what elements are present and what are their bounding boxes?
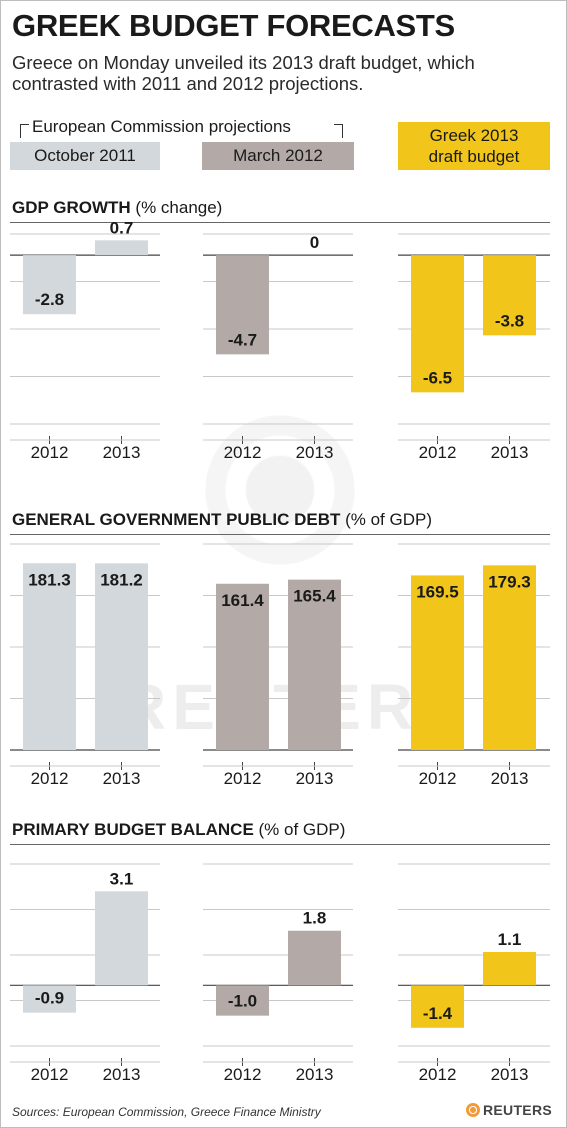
bar-value-label: 161.4	[221, 591, 264, 610]
bar-2012	[411, 255, 464, 393]
bar-2012	[216, 985, 269, 1016]
bar-value-label: 1.8	[303, 909, 327, 928]
source-note: Sources: European Commission, Greece Fin…	[12, 1105, 321, 1119]
bar-2012	[411, 575, 464, 750]
bar-2013	[95, 240, 148, 256]
section-title-balance-rest: (% of GDP)	[253, 820, 346, 839]
brand-text: REUTERS	[483, 1102, 552, 1118]
legend-bracket-left	[20, 124, 29, 138]
section-title-balance: PRIMARY BUDGET BALANCE (% of GDP)	[12, 820, 345, 840]
section-rule-balance	[10, 844, 550, 845]
legend-item-october-2011: October 2011	[10, 142, 160, 170]
legend-item-greek-2013-draft: Greek 2013 draft budget	[398, 122, 550, 170]
x-tick-label: 2013	[491, 443, 529, 462]
legend-group-label: European Commission projections	[32, 117, 291, 136]
x-tick-label: 2013	[491, 1065, 529, 1084]
bar-value-label: 181.3	[28, 570, 71, 589]
section-title-debt: GENERAL GOVERNMENT PUBLIC DEBT (% of GDP…	[12, 510, 432, 530]
page-subtitle: Greece on Monday unveiled its 2013 draft…	[12, 52, 475, 94]
section-title-debt-bold: GENERAL GOVERNMENT PUBLIC DEBT	[12, 510, 341, 529]
x-tick-label: 2013	[296, 769, 334, 788]
bar-value-label: -3.8	[495, 311, 524, 330]
section-title-debt-rest: (% of GDP)	[340, 510, 432, 529]
section-rule-gdp	[10, 222, 550, 223]
bar-2012	[23, 563, 76, 750]
bar-2013	[483, 255, 536, 336]
bar-value-label: 181.2	[100, 570, 143, 589]
section-title-gdp-rest: (% change)	[130, 198, 223, 217]
x-tick-label: 2013	[491, 769, 529, 788]
section-title-balance-bold: PRIMARY BUDGET BALANCE	[12, 820, 254, 839]
bar-2012	[23, 985, 76, 1013]
section-title-gdp-bold: GDP GROWTH	[12, 198, 131, 217]
bar-2013	[483, 951, 536, 986]
x-tick-label: 2013	[103, 1065, 141, 1084]
x-tick-label: 2013	[103, 769, 141, 788]
bar-2013	[288, 930, 341, 986]
page-title: GREEK BUDGET FORECASTS	[12, 8, 455, 43]
bar-value-label: 3.1	[110, 869, 134, 888]
x-tick-label: 2012	[31, 769, 69, 788]
bar-2012	[411, 985, 464, 1028]
bar-value-label: -0.9	[35, 989, 64, 1008]
x-tick-label: 2012	[224, 1065, 262, 1084]
public-debt-chart: 181.3 2012 181.2 2013 161.4 2012 165.4 2013 169.…	[10, 543, 550, 788]
bar-value-label: -2.8	[35, 290, 64, 309]
bar-value-label: 169.5	[416, 582, 459, 601]
bar-2012	[216, 583, 269, 750]
x-tick-label: 2012	[224, 443, 262, 462]
bar-value-label: 1.1	[498, 930, 522, 949]
bar-value-label: 165.4	[293, 587, 336, 606]
gdp-growth-chart: -2.8 2012 0.7 2013 -4.7 2012 0 2013 -6.5 2012 -3.8…	[10, 218, 550, 462]
x-tick-label: 2012	[419, 1065, 457, 1084]
bar-2013	[288, 579, 341, 750]
legend-item-march-2012: March 2012	[202, 142, 354, 170]
x-tick-label: 2012	[31, 443, 69, 462]
bar-2013	[483, 565, 536, 750]
x-tick-label: 2012	[419, 443, 457, 462]
section-rule-debt	[10, 534, 550, 535]
bar-2012	[216, 255, 269, 355]
x-tick-label: 2012	[31, 1065, 69, 1084]
watermark-logo	[185, 395, 375, 585]
bar-value-label: -1.0	[228, 992, 257, 1011]
bar-2013	[95, 563, 148, 750]
legend-bracket-right	[334, 124, 343, 138]
x-tick-label: 2012	[419, 769, 457, 788]
x-tick-label: 2013	[296, 443, 334, 462]
legend-item-greek-2013-draft-label: Greek 2013 draft budget	[428, 126, 520, 166]
bar-value-label: -6.5	[423, 368, 452, 387]
x-tick-label: 2013	[103, 443, 141, 462]
bar-value-label: 179.3	[488, 572, 531, 591]
bar-value-label: -4.7	[228, 330, 257, 349]
bar-value-label: 0	[310, 233, 319, 252]
reuters-icon	[466, 1103, 480, 1117]
primary-balance-chart: -0.9 2012 3.1 2013 -1.0 2012 1.8 2013 -1.4 2012 1.…	[10, 863, 550, 1084]
bar-2013	[95, 891, 148, 986]
bar-value-label: 0.7	[110, 218, 134, 237]
bar-2012	[23, 255, 76, 315]
section-title-gdp: GDP GROWTH (% change)	[12, 198, 222, 218]
x-tick-label: 2013	[296, 1065, 334, 1084]
brand-logo: REUTERS	[466, 1102, 552, 1118]
bar-value-label: -1.4	[423, 1004, 453, 1023]
x-tick-label: 2012	[224, 769, 262, 788]
